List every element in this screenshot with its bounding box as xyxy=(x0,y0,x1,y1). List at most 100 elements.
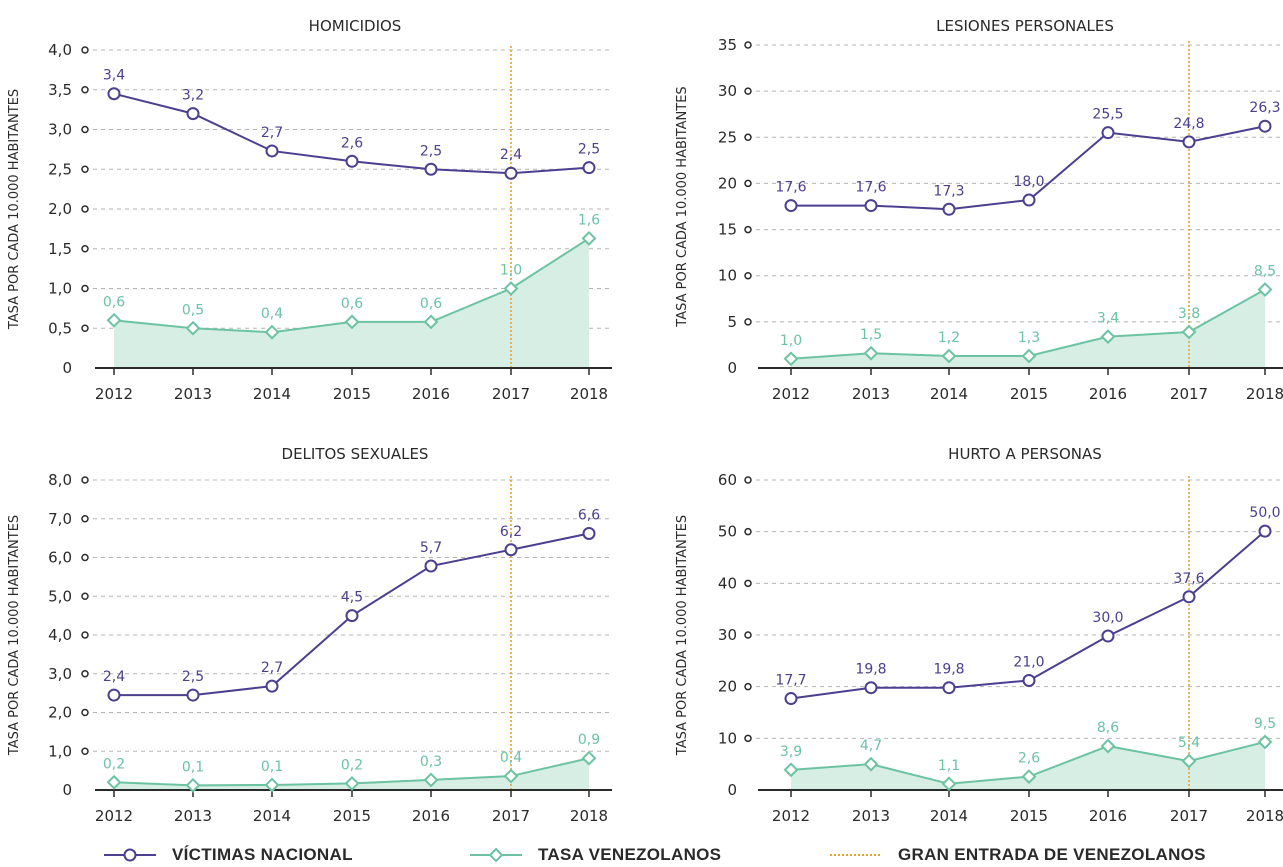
venezolanos-area xyxy=(114,238,589,368)
point-nacional xyxy=(1182,135,1196,149)
point-nacional xyxy=(504,166,518,180)
y-tick-label: 0 xyxy=(727,781,737,799)
x-tick-label: 2017 xyxy=(1170,385,1208,403)
data-label-venezolanos: 3,9 xyxy=(780,744,802,760)
point-venezolanos xyxy=(423,772,439,788)
point-nacional xyxy=(1022,193,1036,207)
y-tick-label: 2,0 xyxy=(48,704,72,722)
point-venezolanos xyxy=(106,774,122,790)
data-label-nacional: 2,6 xyxy=(341,135,363,151)
x-tick-label: 2016 xyxy=(1089,385,1127,403)
y-tick-marker xyxy=(744,579,752,588)
point-nacional xyxy=(107,688,121,702)
point-venezolanos xyxy=(863,756,879,772)
data-label-nacional: 2,5 xyxy=(182,669,204,685)
x-tick-label: 2012 xyxy=(772,807,810,825)
point-nacional xyxy=(1101,126,1115,140)
data-label-nacional: 2,5 xyxy=(578,142,600,158)
y-tick-marker xyxy=(81,125,89,134)
legend-label-marker: GRAN ENTRADA DE VENEZOLANOS xyxy=(898,844,1206,864)
x-tick-label: 2013 xyxy=(174,807,212,825)
x-tick-label: 2018 xyxy=(570,807,608,825)
point-venezolanos xyxy=(503,281,519,296)
y-tick-marker xyxy=(81,284,89,293)
x-tick-label: 2018 xyxy=(1246,385,1283,403)
point-venezolanos xyxy=(1100,329,1116,345)
point-venezolanos xyxy=(344,775,360,791)
point-venezolanos xyxy=(264,777,280,793)
y-tick-marker xyxy=(81,324,89,332)
point-venezolanos xyxy=(783,762,799,778)
chart-title: HURTO A PERSONAS xyxy=(948,445,1102,463)
legend-item-nacional: VÍCTIMAS NACIONAL xyxy=(102,842,353,867)
point-venezolanos xyxy=(503,768,519,784)
point-nacional xyxy=(345,609,359,623)
data-label-nacional: 2,7 xyxy=(261,125,283,141)
y-tick-label: 6,0 xyxy=(48,549,72,567)
data-label-venezolanos: 8,6 xyxy=(1097,720,1119,736)
y-tick-label: 4,0 xyxy=(48,41,72,59)
point-nacional xyxy=(582,526,596,540)
y-tick-marker xyxy=(81,86,89,94)
x-tick-label: 2012 xyxy=(95,385,133,403)
data-label-nacional: 2,7 xyxy=(261,660,283,676)
chart-panel-2: DELITOS SEXUALES TASA POR CADA 10.000 HAB… xyxy=(7,445,612,825)
data-label-nacional: 17,7 xyxy=(775,673,806,689)
y-tick-label: 7,0 xyxy=(48,510,72,528)
chart-panel-0: HOMICIDIOS TASA POR CADA 10.000 HABITANTE… xyxy=(7,17,612,403)
y-tick-label: 5,0 xyxy=(48,587,72,605)
point-nacional xyxy=(186,107,200,121)
legend: VÍCTIMAS NACIONAL TASA VENEZOLANOS GRAN … xyxy=(0,842,1283,867)
y-tick-marker xyxy=(81,476,89,484)
y-tick-label: 50 xyxy=(718,523,737,541)
x-tick-label: 2018 xyxy=(570,385,608,403)
y-tick-label: 15 xyxy=(718,221,737,239)
y-tick-marker xyxy=(744,225,752,234)
y-tick-label: 0 xyxy=(62,359,72,377)
y-axis-label: TASA POR CADA 10.000 HABITANTES xyxy=(7,89,22,330)
y-tick-marker xyxy=(744,734,752,743)
data-label-nacional: 2,4 xyxy=(500,147,522,163)
point-venezolanos xyxy=(941,348,957,364)
point-venezolanos xyxy=(1257,282,1273,297)
y-tick-label: 3,0 xyxy=(48,121,72,139)
x-tick-label: 2015 xyxy=(1010,385,1048,403)
y-tick-marker xyxy=(744,631,752,639)
data-label-venezolanos: 5,4 xyxy=(1178,735,1200,751)
y-tick-marker xyxy=(744,133,752,142)
data-label-nacional: 30,0 xyxy=(1092,610,1123,626)
y-tick-marker xyxy=(744,41,752,49)
y-tick-marker xyxy=(744,682,752,691)
legend-label-nacional: VÍCTIMAS NACIONAL xyxy=(172,844,353,864)
x-tick-label: 2012 xyxy=(95,807,133,825)
y-tick-label: 5 xyxy=(727,313,737,331)
y-tick-label: 2,5 xyxy=(48,160,72,178)
data-label-nacional: 37,6 xyxy=(1173,571,1204,587)
x-tick-label: 2017 xyxy=(492,385,530,403)
point-venezolanos xyxy=(1021,348,1037,364)
y-tick-marker xyxy=(744,476,752,484)
y-tick-label: 10 xyxy=(718,267,737,285)
y-tick-label: 0 xyxy=(727,359,737,377)
x-tick-label: 2014 xyxy=(253,385,291,403)
data-label-venezolanos: 0,6 xyxy=(103,294,125,310)
data-label-nacional: 19,8 xyxy=(933,662,964,678)
data-label-nacional: 5,7 xyxy=(420,540,442,556)
y-tick-marker xyxy=(81,515,89,523)
y-tick-label: 20 xyxy=(718,678,737,696)
point-nacional xyxy=(1182,590,1196,604)
y-tick-marker xyxy=(744,271,752,280)
y-tick-label: 3,5 xyxy=(48,81,72,99)
point-nacional xyxy=(424,559,438,573)
point-nacional xyxy=(265,679,279,693)
data-label-nacional: 3,4 xyxy=(103,68,125,84)
point-nacional xyxy=(864,199,878,213)
y-axis-label: TASA POR CADA 10.000 HABITANTES xyxy=(7,515,22,756)
data-label-venezolanos: 1,5 xyxy=(860,327,882,343)
data-label-venezolanos: 0,9 xyxy=(578,732,600,748)
charts-canvas: HOMICIDIOS TASA POR CADA 10.000 HABITANTE… xyxy=(7,17,1283,825)
chart-title: LESIONES PERSONALES xyxy=(936,17,1114,35)
legend-swatch-marker xyxy=(830,853,882,856)
y-tick-label: 30 xyxy=(718,626,737,644)
data-label-venezolanos: 0,6 xyxy=(420,296,442,312)
